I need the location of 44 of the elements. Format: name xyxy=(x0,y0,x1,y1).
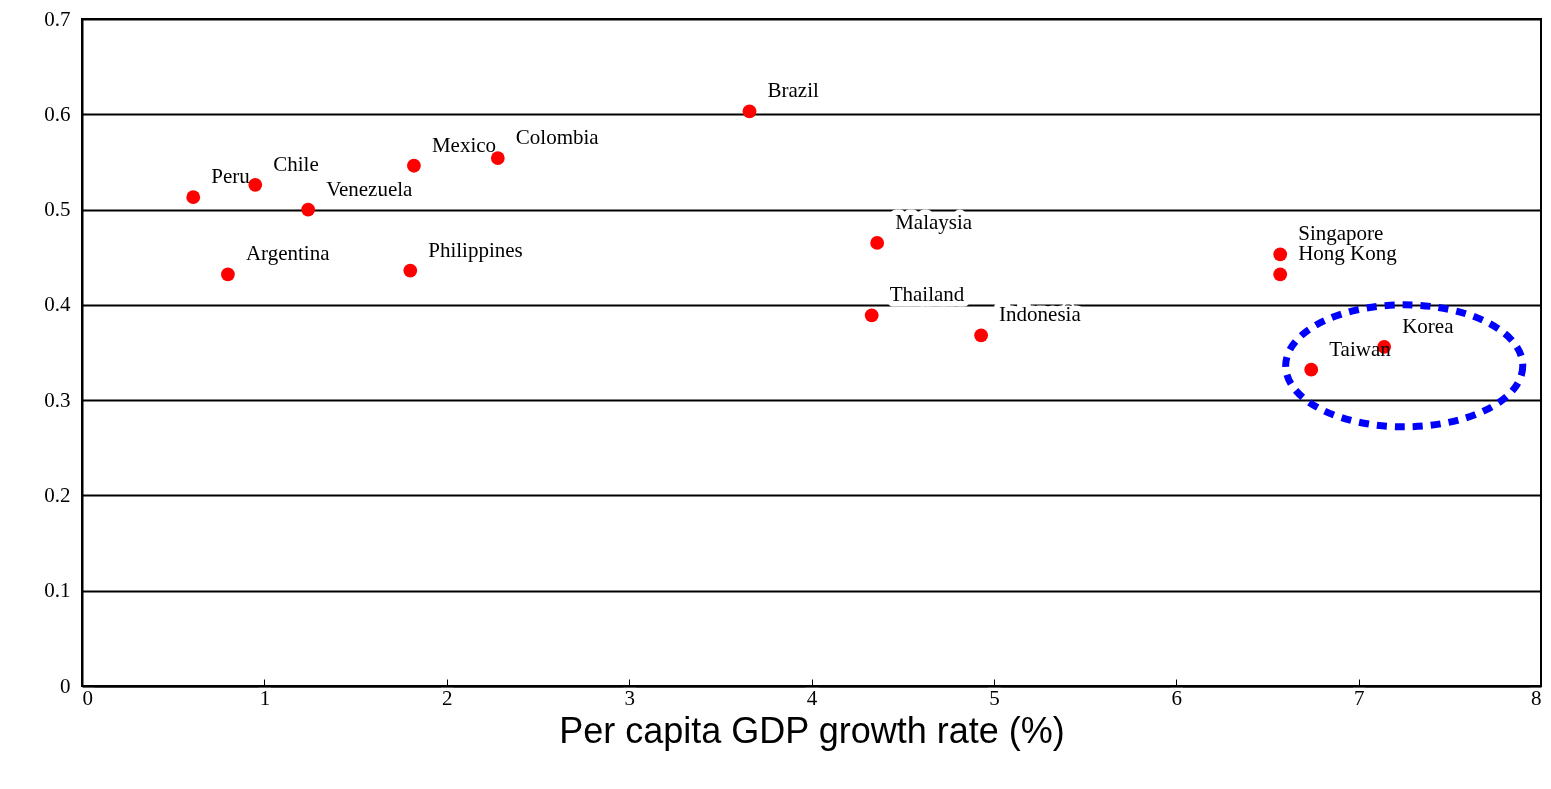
x-tick-label: 6 xyxy=(1171,685,1182,710)
point xyxy=(407,158,421,173)
point xyxy=(1304,362,1319,377)
point xyxy=(490,151,505,165)
point xyxy=(403,263,418,278)
annotation: Singapore xyxy=(1298,221,1384,246)
point xyxy=(1273,267,1288,282)
y-tick-label: 0.5 xyxy=(44,197,71,222)
point xyxy=(742,104,757,119)
y-tick-label: 0.1 xyxy=(44,578,71,603)
x-tick-label: 0 xyxy=(82,685,93,710)
y-tick-label: 0.6 xyxy=(44,101,71,126)
point xyxy=(301,202,316,217)
annotation: Brazil xyxy=(767,78,819,103)
point xyxy=(186,190,201,205)
annotation: Mexico xyxy=(431,132,497,157)
x-axis-title: Per capita GDP growth rate (%) xyxy=(559,709,1065,751)
point xyxy=(221,267,235,282)
x-tick-label: 7 xyxy=(1353,685,1365,710)
y-tick-label: 0.4 xyxy=(44,292,71,317)
annotation: Korea xyxy=(1402,313,1455,338)
y-tick-label: 0.7 xyxy=(44,6,71,31)
point xyxy=(974,328,988,343)
x-tick-label: 4 xyxy=(806,685,818,710)
x-tick-label: 3 xyxy=(624,685,635,710)
point xyxy=(248,177,263,192)
annotation: Peru xyxy=(211,164,251,189)
x-tick-label: 2 xyxy=(442,685,453,710)
annotation: Philippines xyxy=(428,237,523,262)
point xyxy=(870,236,885,250)
annotation: Argentina xyxy=(245,241,331,266)
y-tick-label: 0.2 xyxy=(44,482,71,507)
x-tick-label: 8 xyxy=(1531,685,1542,710)
annotation: Malaysia xyxy=(895,209,973,234)
x-tick-label: 1 xyxy=(259,685,271,710)
annotation: Chile xyxy=(273,151,319,176)
annotation: Venezuela xyxy=(326,176,414,201)
annotation: Indonesia xyxy=(999,302,1082,327)
annotation: Thailand xyxy=(889,282,965,307)
y-tick-label: 0.3 xyxy=(44,387,71,412)
point xyxy=(864,308,879,323)
point xyxy=(1273,247,1288,262)
annotation: Colombia xyxy=(515,125,600,150)
x-tick-label: 5 xyxy=(989,685,1000,710)
